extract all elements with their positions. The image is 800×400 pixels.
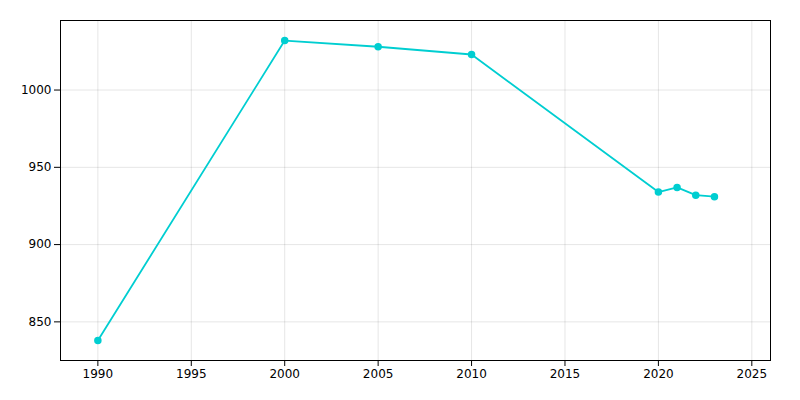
svg-text:1000: 1000 xyxy=(21,83,52,97)
svg-text:2020: 2020 xyxy=(643,367,674,381)
svg-text:850: 850 xyxy=(29,315,52,329)
svg-text:2015: 2015 xyxy=(550,367,581,381)
svg-text:1995: 1995 xyxy=(176,367,207,381)
svg-text:2025: 2025 xyxy=(737,367,768,381)
svg-text:900: 900 xyxy=(29,237,52,251)
svg-text:2000: 2000 xyxy=(269,367,300,381)
svg-text:2005: 2005 xyxy=(363,367,394,381)
svg-text:950: 950 xyxy=(29,160,52,174)
svg-text:2010: 2010 xyxy=(456,367,487,381)
svg-text:1990: 1990 xyxy=(83,367,114,381)
